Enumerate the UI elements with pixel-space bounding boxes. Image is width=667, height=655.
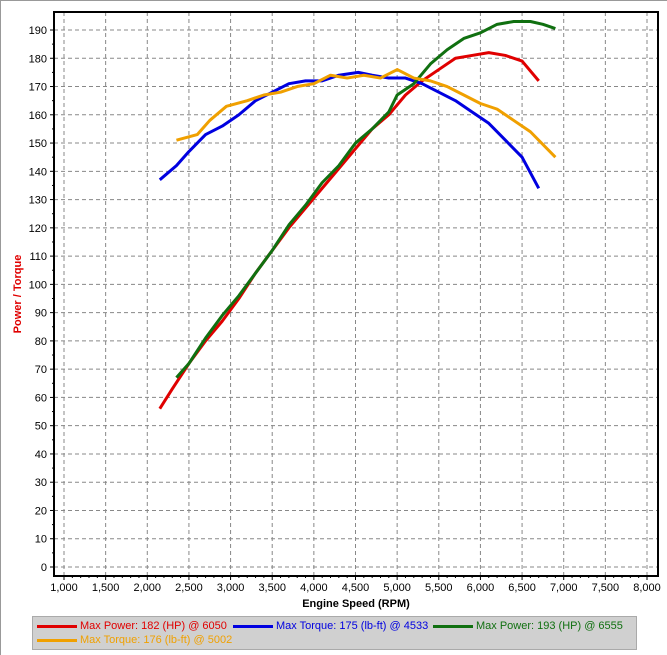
x-tick-label: 2,500: [175, 582, 203, 594]
y-tick-label: 180: [29, 53, 47, 65]
y-tick-label: 140: [29, 166, 47, 178]
x-tick-label: 5,500: [425, 582, 453, 594]
x-tick-label: 1,000: [50, 582, 78, 594]
y-tick-label: 60: [35, 392, 47, 404]
y-tick-label: 30: [35, 477, 47, 489]
legend-entry: Max Torque: 175 (lb-ft) @ 4533: [233, 620, 428, 632]
legend-label: Max Power: 182 (HP) @ 6050: [80, 620, 227, 632]
y-tick-label: 90: [35, 308, 47, 320]
chart-svg: 0 10 20 30 40 50 60 70 80 90 100 110 120 130 140 150 160…: [12, 11, 661, 610]
legend-swatch: [233, 624, 273, 628]
y-tick-label: 10: [35, 534, 47, 546]
x-tick-label: 4,500: [342, 582, 370, 594]
x-tick-label: 6,500: [508, 582, 536, 594]
y-tick-label: 0: [41, 562, 47, 574]
x-tick-label: 2,000: [134, 582, 162, 594]
series-line-0: [158, 51, 540, 410]
x-axis-label: Engine Speed (RPM): [302, 598, 410, 610]
y-tick-label: 190: [29, 25, 47, 37]
y-tick-label: 160: [29, 110, 47, 122]
x-tick-label: 7,000: [550, 582, 578, 594]
series-line-2: [175, 20, 556, 379]
y-tick-label: 110: [29, 251, 47, 263]
series-line-3: [176, 68, 557, 159]
legend-swatch: [433, 624, 473, 628]
y-tick-label: 150: [29, 138, 47, 150]
y-tick-label: 40: [35, 449, 47, 461]
legend-entry: Max Power: 182 (HP) @ 6050: [37, 620, 227, 632]
y-tick-label: 100: [29, 279, 47, 291]
legend-label: Max Torque: 175 (lb-ft) @ 4533: [276, 620, 429, 632]
y-tick-label: 170: [29, 82, 47, 94]
y-axis-label: Power / Torque: [12, 255, 24, 334]
x-tick-label: 3,000: [217, 582, 245, 594]
series-line-1: [158, 70, 541, 189]
x-tick-label: 7,500: [592, 582, 620, 594]
legend-label: Max Power: 193 (HP) @ 6555: [476, 620, 623, 632]
y-tick-label: 50: [35, 421, 47, 433]
x-tick-label: 8,000: [633, 582, 661, 594]
x-tick-label: 4,000: [300, 582, 328, 594]
y-tick-label: 80: [35, 336, 47, 348]
legend-swatch: [37, 638, 77, 642]
x-tick-label: 5,000: [383, 582, 411, 594]
x-tick-label: 3,500: [258, 582, 286, 594]
legend-entry: Max Torque: 176 (lb-ft) @ 5002: [37, 634, 232, 646]
legend-swatch: [37, 624, 77, 628]
legend: Max Power: 182 (HP) @ 6050 Max Torque: 17…: [32, 616, 637, 650]
y-tick-label: 130: [29, 195, 47, 207]
legend-label: Max Torque: 176 (lb-ft) @ 5002: [80, 634, 233, 646]
y-tick-label: 70: [35, 364, 47, 376]
y-tick-label: 20: [35, 505, 47, 517]
legend-entry: Max Power: 193 (HP) @ 6555: [433, 620, 623, 632]
y-tick-label: 120: [29, 223, 47, 235]
x-tick-label: 1,500: [92, 582, 120, 594]
x-tick-label: 6,000: [467, 582, 495, 594]
